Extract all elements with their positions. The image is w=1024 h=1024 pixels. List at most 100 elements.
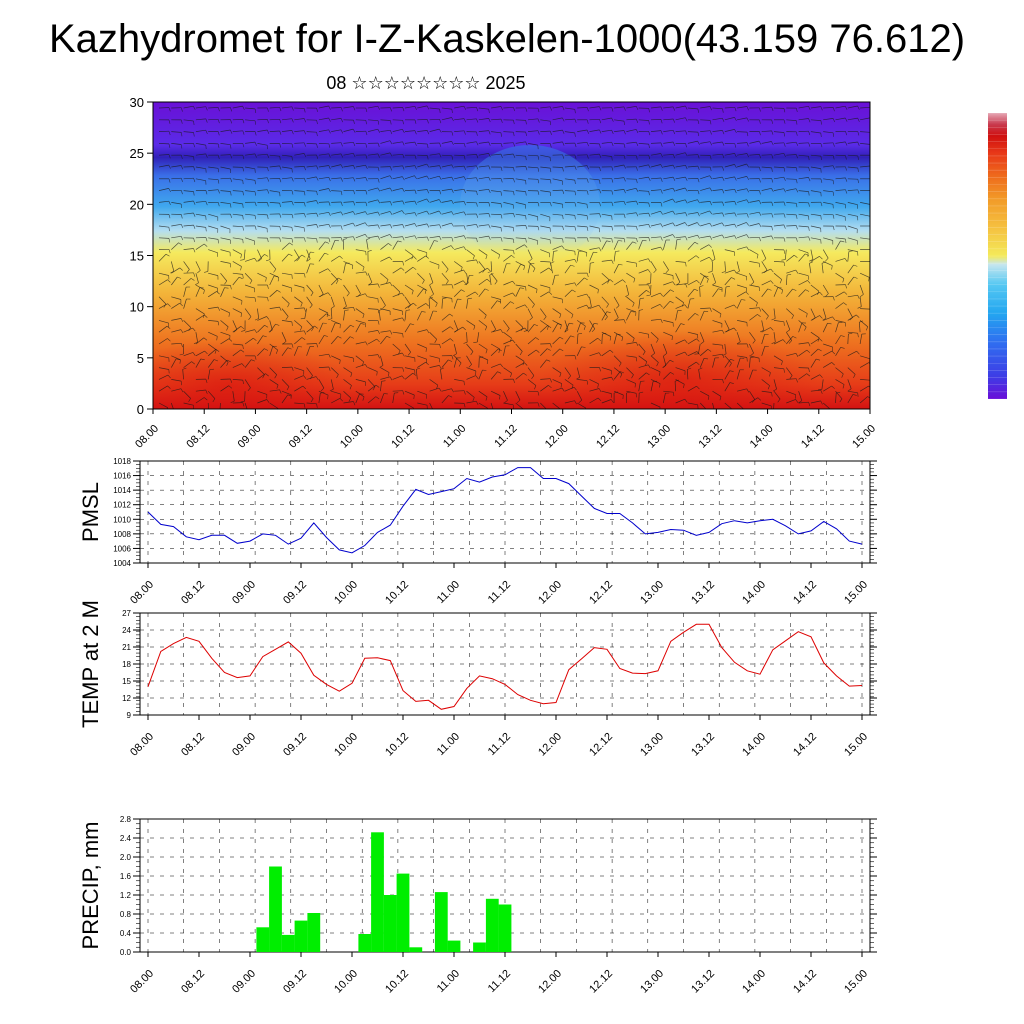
wind-barb-flag xyxy=(550,378,552,383)
wind-barb xyxy=(736,369,741,380)
wind-barb xyxy=(773,261,785,263)
wind-barb-flag xyxy=(191,361,195,365)
wind-barb xyxy=(453,357,458,368)
wind-barb xyxy=(786,119,797,121)
wind-barb xyxy=(527,263,531,274)
wind-barb xyxy=(454,165,465,168)
wind-barb xyxy=(441,141,452,144)
wind-barb xyxy=(453,289,462,298)
wind-barb-flag xyxy=(845,284,847,289)
wind-barb-flag xyxy=(500,143,503,148)
wind-barb xyxy=(281,201,293,203)
wind-barb-flag xyxy=(746,222,750,226)
wind-barb xyxy=(195,273,199,283)
wind-barb-flag xyxy=(513,379,515,383)
wind-barb-flag xyxy=(365,202,368,207)
wind-barb xyxy=(441,388,452,392)
wind-barb xyxy=(441,222,452,227)
wind-barb xyxy=(257,324,265,333)
wind-barb xyxy=(441,272,449,282)
wind-barb-flag xyxy=(216,336,218,341)
wind-barb-flag xyxy=(438,387,442,392)
wind-barb xyxy=(158,279,168,286)
wind-barb-flag xyxy=(389,140,393,145)
wind-barb xyxy=(183,298,187,309)
wind-barb-flag xyxy=(620,373,623,378)
wind-barb xyxy=(577,402,586,409)
wind-barb-flag xyxy=(586,237,589,242)
y-tick-label: 20 xyxy=(130,197,144,212)
wind-barb xyxy=(737,131,748,133)
wind-barb xyxy=(674,381,676,392)
wind-barb xyxy=(318,322,324,333)
wind-barb-flag xyxy=(857,333,859,338)
wind-barb xyxy=(220,225,231,230)
wind-barb-flag xyxy=(570,264,575,267)
wind-barb xyxy=(417,390,427,395)
wind-barb xyxy=(220,202,231,205)
wind-barb xyxy=(404,310,407,321)
wind-barb-flag xyxy=(660,177,663,182)
x-tick-label: 10.12 xyxy=(383,731,411,759)
wind-barb-flag xyxy=(230,129,233,134)
wind-barb-flag xyxy=(328,105,331,110)
wind-barb-flag xyxy=(820,178,823,183)
wind-barb-flag xyxy=(500,329,504,334)
x-tick-label: 15.00 xyxy=(842,731,870,759)
wind-barb-flag xyxy=(377,283,380,288)
wind-barb-flag xyxy=(193,143,195,148)
wind-barb xyxy=(343,296,347,307)
wind-barb-flag xyxy=(623,201,626,206)
wind-barb xyxy=(343,141,354,144)
wind-barb xyxy=(515,362,525,368)
wind-barb-flag xyxy=(663,353,668,356)
wind-barb xyxy=(663,272,674,276)
wind-barb xyxy=(749,223,760,227)
x-tick-label: 08.12 xyxy=(184,423,212,451)
wind-barb-flag xyxy=(722,189,725,194)
wind-barb xyxy=(306,165,317,168)
wind-barb xyxy=(404,256,414,262)
wind-barb-flag xyxy=(436,385,439,389)
wind-barb-flag xyxy=(451,141,454,146)
wind-barb xyxy=(294,330,305,333)
wind-barb-flag xyxy=(438,210,442,215)
wind-barb xyxy=(158,320,169,324)
wind-barb-flag xyxy=(193,156,195,161)
wind-barb xyxy=(466,355,472,365)
wind-barb xyxy=(638,298,641,309)
wind-barb-flag xyxy=(796,167,798,172)
wind-barb-flag xyxy=(328,177,331,182)
x-tick-label: 10.12 xyxy=(383,968,411,996)
wind-barb xyxy=(380,330,391,333)
wind-barb xyxy=(343,306,354,309)
wind-barb xyxy=(454,176,465,180)
wind-barb xyxy=(441,154,452,157)
wind-barb-flag xyxy=(559,373,562,377)
wind-barb xyxy=(686,369,689,380)
wind-barb-flag xyxy=(439,236,442,241)
wind-barb xyxy=(208,107,219,109)
wind-barb xyxy=(491,329,501,333)
wind-barb xyxy=(294,225,305,229)
wind-barb xyxy=(515,202,526,205)
wind-barb xyxy=(294,142,305,144)
wind-barb-flag xyxy=(340,225,343,230)
wind-barb xyxy=(478,235,489,239)
wind-barb-flag xyxy=(390,107,392,112)
wind-barb-flag xyxy=(817,389,822,391)
wind-barb xyxy=(540,267,549,274)
wind-barb-flag xyxy=(327,268,331,272)
wind-barb xyxy=(564,213,575,216)
wind-barb xyxy=(466,118,477,121)
wind-barb-flag xyxy=(808,131,811,136)
wind-barb xyxy=(663,300,671,309)
wind-barb xyxy=(331,118,342,121)
wind-barb-flag xyxy=(488,130,491,135)
wind-barb xyxy=(724,286,727,297)
wind-barb xyxy=(749,391,756,400)
wind-barb-flag xyxy=(537,179,540,184)
wind-barb-flag xyxy=(364,234,368,238)
wind-barb xyxy=(712,130,723,132)
wind-barb-flag xyxy=(615,250,620,252)
